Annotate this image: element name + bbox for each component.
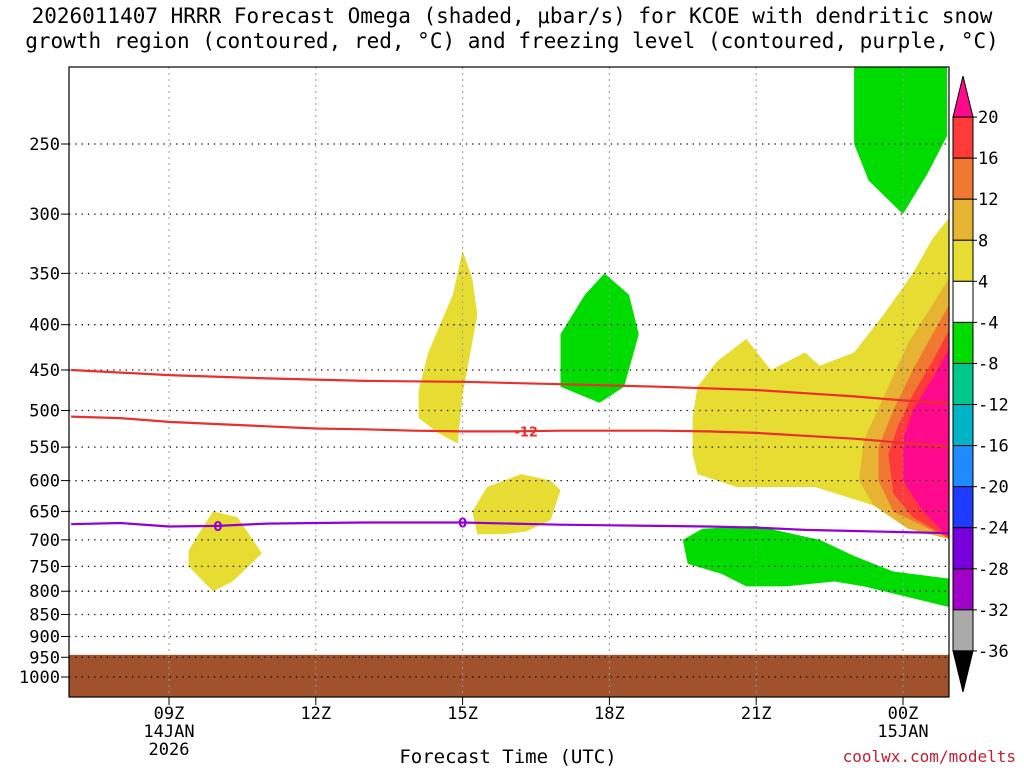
colorbar-label: 8 <box>978 231 988 251</box>
plot-frame <box>68 66 950 698</box>
colorbar: 20 16 12 8 4 -4 -8 -12 -16 -20 -24 -28 -32 -36 <box>952 75 1009 693</box>
y-tick-label: 350 <box>29 264 60 284</box>
ground-layer <box>69 654 949 697</box>
contour-dgz-lower <box>71 415 949 448</box>
colorbar-label: -32 <box>978 601 1009 621</box>
colorbar-label: -36 <box>978 642 1009 662</box>
colorbar-label: 20 <box>978 108 998 128</box>
chart-title: 2026011407 HRRR Forecast Omega (shaded, … <box>0 4 1024 54</box>
colorbar-label: 12 <box>978 190 998 210</box>
site-credit: coolwx.com/modelts <box>842 747 1016 766</box>
colorbar-swatch <box>952 568 974 611</box>
colorbar-triangle-top <box>952 75 974 118</box>
contour-label-freezing-level: 0 <box>458 516 467 531</box>
y-tick-label: 400 <box>29 316 60 336</box>
y-tick-label: 950 <box>29 648 60 668</box>
y-tick-label: 750 <box>29 557 60 577</box>
y-tick-label: 500 <box>29 402 60 422</box>
x-tick-label: 18Z <box>594 704 625 724</box>
chart-title-line1: 2026011407 HRRR Forecast Omega (shaded, … <box>31 4 993 28</box>
colorbar-swatch <box>952 280 974 323</box>
omega-region-green-low <box>682 525 949 608</box>
colorbar-swatch <box>952 198 974 241</box>
y-tick-label: 550 <box>29 438 60 458</box>
colorbar-label: -4 <box>978 313 998 333</box>
colorbar-triangle-bottom <box>952 650 974 693</box>
colorbar-swatch <box>952 445 974 488</box>
colorbar-label: -16 <box>978 437 1009 457</box>
x-tick-year: 2026 <box>149 740 190 760</box>
x-tick-label: 12Z <box>300 704 331 724</box>
omega-region-green-top <box>854 67 947 215</box>
contour-lines: -12 0 0 <box>71 368 949 535</box>
y-axis: 2503003504004505005506006507007508008509… <box>19 135 69 688</box>
omega-region-magenta <box>903 348 949 538</box>
y-tick-label: 700 <box>29 531 60 551</box>
y-tick-label: 800 <box>29 582 60 602</box>
omega-region-yellow-15z <box>418 250 478 444</box>
y-tick-label: 650 <box>29 502 60 522</box>
colorbar-label: -8 <box>978 354 998 374</box>
colorbar-label: -28 <box>978 560 1009 580</box>
x-tick-label: 00Z <box>888 704 919 724</box>
x-tick-label: 09Z <box>154 704 185 724</box>
colorbar-swatch <box>952 486 974 529</box>
y-tick-label: 900 <box>29 627 60 647</box>
y-tick-label: 1000 <box>19 668 60 688</box>
x-axis-title: Forecast Time (UTC) <box>399 746 616 768</box>
colorbar-label: 4 <box>978 272 988 292</box>
colorbar-label: -24 <box>978 519 1009 539</box>
contour-freezing-level <box>71 521 949 535</box>
colorbar-swatch <box>952 321 974 364</box>
colorbar-swatch <box>952 527 974 570</box>
colorbar-swatch <box>952 157 974 200</box>
colorbar-label: -12 <box>978 396 1009 416</box>
colorbar-label: -20 <box>978 478 1009 498</box>
omega-region-yellow-10z <box>188 511 262 592</box>
y-tick-label: 450 <box>29 361 60 381</box>
x-tick-date: 14JAN <box>143 722 194 742</box>
omega-region-yellow-1530z <box>472 474 561 535</box>
ground-fill <box>69 654 949 697</box>
colorbar-swatch <box>952 362 974 406</box>
y-tick-label: 250 <box>29 135 60 155</box>
x-tick-label: 15Z <box>447 704 478 724</box>
contour-dgz-upper <box>71 368 949 405</box>
chart-title-line2: growth region (contoured, red, °C) and f… <box>25 29 999 53</box>
contour-label-dgz-lower: -12 <box>514 425 538 440</box>
y-tick-label: 600 <box>29 472 60 492</box>
colorbar-swatch <box>952 239 974 282</box>
colorbar-label: 16 <box>978 149 998 169</box>
y-tick-label: 850 <box>29 606 60 626</box>
x-tick-label: 21Z <box>741 704 772 724</box>
colorbar-swatch <box>952 404 974 447</box>
omega-region-green-18z <box>560 273 639 403</box>
contour-label-extra: 0 <box>213 520 222 535</box>
omega-shading <box>188 67 949 608</box>
colorbar-swatch <box>952 116 974 159</box>
x-tick-date: 15JAN <box>877 722 928 742</box>
y-tick-label: 300 <box>29 205 60 225</box>
colorbar-swatch <box>952 609 974 652</box>
